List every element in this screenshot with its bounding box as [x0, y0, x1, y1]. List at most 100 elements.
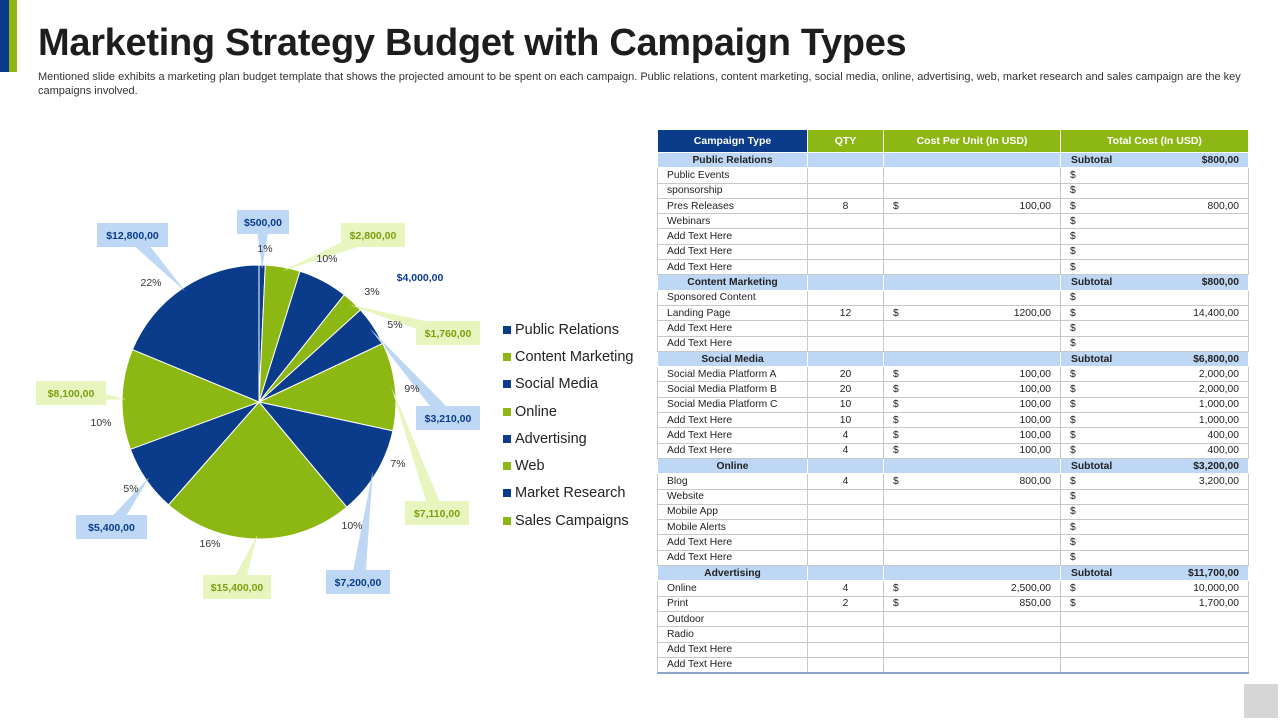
- row-qty: [807, 519, 884, 536]
- row-cost: $100,00: [883, 366, 1061, 383]
- section-row: Advertising Subtotal $11,700,00: [657, 565, 1249, 582]
- row-total: [1060, 641, 1249, 658]
- section-empty: [807, 565, 884, 582]
- table-row: Sponsored Content $: [657, 289, 1249, 306]
- row-total-content: $3,200,00: [1070, 475, 1239, 488]
- row-total-content: $: [1070, 490, 1239, 503]
- row-total-content: $2,000,00: [1070, 383, 1239, 396]
- table-row: Add Text Here: [657, 656, 1249, 674]
- section-empty: [807, 350, 884, 368]
- page-subtitle: Mentioned slide exhibits a marketing pla…: [38, 71, 1241, 97]
- currency-symbol: $: [1070, 506, 1076, 518]
- callout-box: [416, 321, 480, 345]
- row-name: Add Text Here: [657, 656, 808, 674]
- row-qty: 4: [807, 473, 884, 490]
- legend-item: Social Media: [503, 371, 633, 398]
- row-total-content: $2,000,00: [1070, 368, 1239, 381]
- section-name: Content Marketing: [657, 274, 808, 291]
- slice-percent-label: 16%: [199, 538, 220, 550]
- section-subtotal: Subtotal $800,00: [1060, 274, 1249, 291]
- row-total: $: [1060, 519, 1249, 536]
- legend-item: Web: [503, 452, 633, 479]
- row-qty: [807, 503, 884, 521]
- table-row: Add Text Here 4 $100,00 $400,00: [657, 442, 1249, 459]
- currency-symbol: $: [893, 429, 899, 441]
- table-row: Add Text Here 10 $100,00 $1,000,00: [657, 412, 1249, 429]
- legend-label: Content Marketing: [515, 348, 634, 365]
- legend-label: Market Research: [515, 485, 626, 502]
- table-row: Social Media Platform B 20 $100,00 $2,000,0…: [657, 381, 1249, 398]
- row-qty: [807, 610, 884, 628]
- row-qty: [807, 335, 884, 352]
- currency-symbol: $: [893, 445, 899, 457]
- row-cost: [883, 503, 1061, 521]
- row-qty: [807, 549, 884, 567]
- row-total: $800,00: [1060, 197, 1249, 215]
- row-cost: $100,00: [883, 197, 1061, 215]
- row-qty: [807, 656, 884, 674]
- legend-item: Online: [503, 398, 633, 425]
- row-cost: $100,00: [883, 381, 1061, 398]
- section-subtotal: Subtotal $3,200,00: [1060, 457, 1249, 475]
- subtotal-label: Subtotal: [1071, 277, 1113, 289]
- budget-table: Campaign Type QTY Cost Per Unit (In USD)…: [657, 129, 1249, 674]
- subtotal-value: $6,800,00: [1193, 353, 1239, 365]
- currency-symbol: $: [893, 399, 899, 411]
- table-row: Pres Releases 8 $100,00 $800,00: [657, 197, 1249, 215]
- row-qty: [807, 320, 884, 337]
- row-total-content: $: [1070, 245, 1239, 258]
- row-cost-content: $800,00: [893, 475, 1051, 488]
- row-name: Social Media Platform C: [657, 396, 808, 414]
- header-cost-per-unit: Cost Per Unit (In USD): [883, 129, 1061, 153]
- section-subtotal-content: Subtotal $11,700,00: [1071, 567, 1239, 580]
- row-total-content: $: [1070, 521, 1239, 534]
- row-cost-content: $100,00: [893, 444, 1051, 457]
- currency-symbol: $: [1070, 292, 1076, 304]
- row-cost: $100,00: [883, 442, 1061, 459]
- row-total: $400,00: [1060, 427, 1249, 444]
- slice-percent-label: 22%: [140, 277, 161, 289]
- amount-value: 2,000,00: [1198, 368, 1239, 380]
- slice-value-label: $2,800,00: [350, 230, 397, 242]
- row-total-content: $: [1070, 536, 1239, 549]
- amount-value: 800,00: [1207, 200, 1240, 212]
- currency-symbol: $: [1070, 491, 1076, 503]
- row-name: Add Text Here: [657, 259, 808, 276]
- currency-symbol: $: [1070, 261, 1076, 273]
- subtotal-label: Subtotal: [1071, 567, 1113, 579]
- row-qty: [807, 259, 884, 276]
- row-total-content: $400,00: [1070, 444, 1239, 457]
- currency-symbol: $: [1070, 537, 1076, 549]
- row-total: $: [1060, 182, 1249, 199]
- row-cost-content: $100,00: [893, 368, 1051, 381]
- currency-symbol: $: [1070, 246, 1076, 258]
- row-name: Social Media Platform A: [657, 366, 808, 383]
- row-total: $1,700,00: [1060, 595, 1249, 612]
- amount-value: 100,00: [1019, 429, 1052, 441]
- slice-value-label: $1,760,00: [425, 328, 472, 340]
- row-name: Social Media Platform B: [657, 381, 808, 398]
- subtotal-value: $800,00: [1201, 154, 1239, 166]
- table-row: Print 2 $850,00 $1,700,00: [657, 595, 1249, 612]
- table-row: Mobile Alerts $: [657, 519, 1249, 536]
- row-name: sponsorship: [657, 182, 808, 199]
- legend-swatch: [503, 489, 511, 498]
- row-cost: [883, 656, 1061, 674]
- subtotal-label: Subtotal: [1071, 460, 1113, 472]
- section-empty: [883, 457, 1061, 475]
- slice-percent-label: 5%: [387, 319, 402, 331]
- table-header-row: Campaign Type QTY Cost Per Unit (In USD)…: [657, 129, 1249, 153]
- row-total-content: $1,700,00: [1070, 597, 1239, 610]
- budget-pie-chart: $500,00 1% $2,800,00 10% $4,000,00 3% $1,760,0…: [36, 210, 480, 599]
- slice-value-label: $3,210,00: [425, 413, 472, 425]
- row-total-content: $: [1070, 551, 1239, 564]
- row-cost: [883, 335, 1061, 352]
- row-total: $2,000,00: [1060, 366, 1249, 383]
- amount-value: 100,00: [1019, 399, 1052, 411]
- amount-value: 10,000,00: [1193, 582, 1239, 594]
- currency-symbol: $: [1070, 215, 1076, 227]
- section-empty: [807, 274, 884, 291]
- table-row: Add Text Here $: [657, 335, 1249, 352]
- row-qty: 10: [807, 412, 884, 429]
- callout-pointer: [351, 470, 373, 583]
